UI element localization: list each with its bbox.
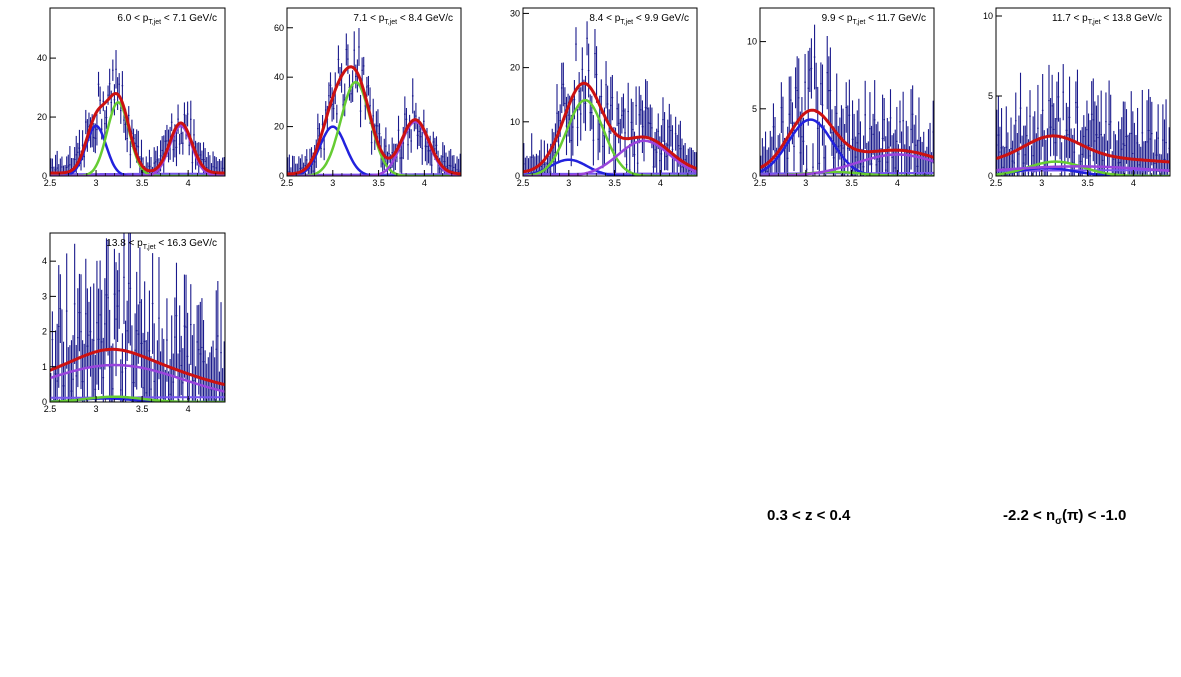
total-fit-curve	[50, 347, 225, 387]
y-tick-label: 2	[42, 327, 47, 337]
plot-area	[996, 64, 1170, 176]
y-tick-label: 20	[274, 122, 284, 132]
x-tick-label: 3	[1039, 178, 1044, 188]
total-fit-curve	[287, 65, 461, 176]
panel-pt-label: 7.1 < pT,jet < 8.4 GeV/c	[353, 13, 453, 26]
x-tick-label: 4	[186, 178, 191, 188]
x-tick-label: 2.5	[44, 404, 57, 414]
y-tick-label: 0	[752, 171, 757, 181]
x-tick-label: 2.5	[44, 178, 57, 188]
y-tick-label: 20	[37, 112, 47, 122]
y-tick-label: 40	[274, 72, 284, 82]
kaon-fit-curve	[523, 98, 697, 176]
panel-frame	[995, 7, 1171, 177]
panel-frame	[49, 232, 226, 403]
plot-area	[760, 24, 934, 176]
x-tick-label: 4	[1131, 178, 1136, 188]
plot-area	[523, 21, 697, 176]
x-tick-label: 3	[330, 178, 335, 188]
y-tick-label: 4	[42, 256, 47, 266]
y-tick-label: 40	[37, 53, 47, 63]
fit-panel: 2.5 3 3.5 4 0 5 10 11.7 < pT,jet < 13.8 GeV/c	[983, 7, 1171, 188]
x-tick-label: 4	[422, 178, 427, 188]
x-tick-label: 3.5	[1081, 178, 1094, 188]
y-tick-label: 20	[510, 63, 520, 73]
y-tick-label: 10	[747, 37, 757, 47]
proton-fit-curve	[50, 363, 225, 393]
y-tick-label: 1	[42, 362, 47, 372]
z-range-note: 0.3 < z < 0.4	[767, 507, 851, 524]
x-tick-label: 3	[803, 178, 808, 188]
x-tick-label: 4	[186, 404, 191, 414]
y-tick-label: 0	[988, 171, 993, 181]
panel-pt-label: 11.7 < pT,jet < 13.8 GeV/c	[1052, 13, 1162, 26]
pion-fit-curve	[760, 118, 934, 176]
x-tick-label: 3.5	[136, 178, 149, 188]
x-tick-label: 2.5	[990, 178, 1003, 188]
total-fit-curve	[760, 108, 934, 170]
fit-panel: 2.5 3 3.5 4 0 1 2 3 4 13.8 < pT,jet < 16.3 GeV/c	[42, 232, 226, 414]
panel-frame	[759, 7, 935, 177]
x-tick-label: 3.5	[136, 404, 149, 414]
panel-frame	[522, 7, 698, 177]
total-fit-curve	[523, 81, 697, 174]
y-tick-label: 0	[42, 171, 47, 181]
x-tick-label: 2.5	[517, 178, 530, 188]
x-tick-label: 4	[658, 178, 663, 188]
y-tick-label: 5	[988, 91, 993, 101]
background-fit-curve	[50, 172, 225, 176]
plot-area	[50, 50, 225, 176]
x-tick-label: 3.5	[372, 178, 385, 188]
panel-pt-label: 13.8 < pT,jet < 16.3 GeV/c	[106, 238, 217, 251]
y-tick-label: 0	[42, 397, 47, 407]
proton-fit-curve	[760, 153, 934, 176]
x-tick-label: 2.5	[281, 178, 294, 188]
proton-fit-curve	[996, 165, 1170, 173]
plot-area	[287, 28, 461, 176]
panel-frame	[49, 7, 226, 177]
pion-fit-curve	[523, 158, 697, 176]
panel-pt-label: 8.4 < pT,jet < 9.9 GeV/c	[589, 13, 689, 26]
x-tick-label: 3	[94, 178, 99, 188]
x-tick-label: 2.5	[754, 178, 767, 188]
y-tick-label: 60	[274, 23, 284, 33]
y-tick-label: 10	[983, 11, 993, 21]
total-fit-curve	[50, 91, 225, 175]
y-tick-label: 10	[510, 117, 520, 127]
panel-pt-label: 6.0 < pT,jet < 7.1 GeV/c	[117, 13, 217, 26]
x-tick-label: 3	[94, 404, 99, 414]
y-tick-label: 3	[42, 291, 47, 301]
plot-area	[50, 233, 225, 402]
y-tick-label: 5	[752, 104, 757, 114]
nsigma-range-note: -2.2 < nσ(π) < -1.0	[1003, 507, 1127, 527]
panel-frame	[286, 7, 462, 177]
fit-panel: 2.5 3 3.5 4 0 5 10 9.9 < pT,jet < 11.7 GeV/c	[747, 7, 935, 188]
x-tick-label: 3.5	[608, 178, 621, 188]
y-tick-label: 0	[279, 171, 284, 181]
pion-fit-curve	[996, 166, 1170, 176]
total-fit-curve	[996, 134, 1170, 164]
panel-pt-label: 9.9 < pT,jet < 11.7 GeV/c	[822, 13, 926, 26]
fit-panel: 2.5 3 3.5 4 0 10 20 30 8.4 < pT,jet < 9.9 GeV/c	[510, 7, 698, 188]
y-tick-label: 0	[515, 171, 520, 181]
x-tick-label: 3	[566, 178, 571, 188]
x-tick-label: 3.5	[845, 178, 858, 188]
x-tick-label: 4	[895, 178, 900, 188]
y-tick-label: 30	[510, 8, 520, 18]
